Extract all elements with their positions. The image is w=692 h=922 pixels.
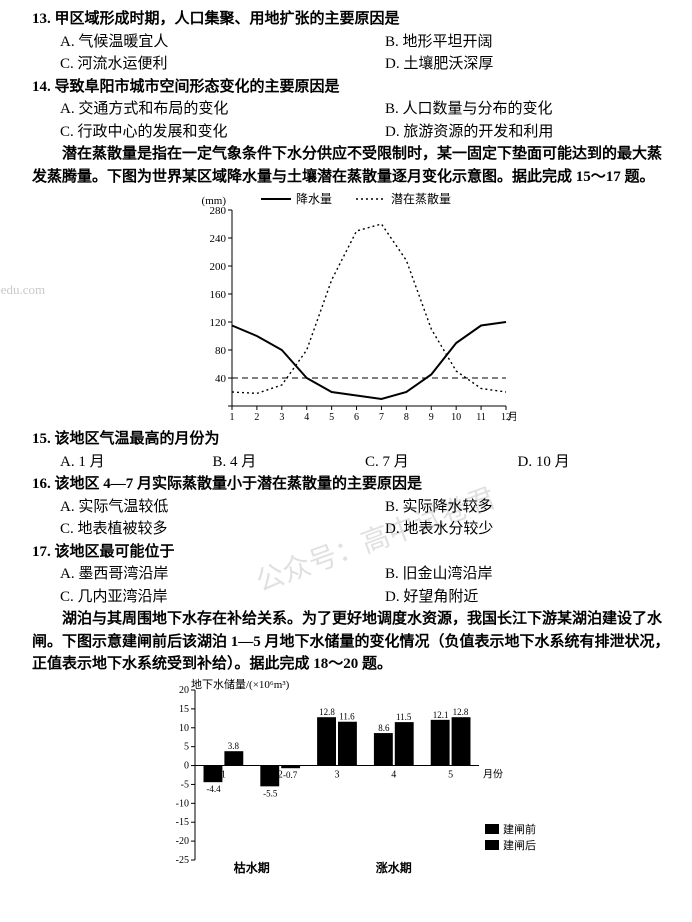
- svg-text:建闸前: 建闸前: [503, 822, 536, 836]
- svg-text:5: 5: [329, 412, 334, 423]
- q14-option-c: C. 行政中心的发展和变化: [60, 121, 345, 144]
- q14-options: A. 交通方式和布局的变化 B. 人口数量与分布的变化 C. 行政中心的发展和变…: [60, 98, 670, 143]
- q17-option-b: B. 旧金山湾沿岸: [385, 563, 670, 586]
- svg-text:4: 4: [304, 412, 309, 423]
- svg-text:枯水期: 枯水期: [234, 860, 270, 875]
- svg-text:4: 4: [391, 769, 396, 780]
- exam-page: aooedu.com 13. 甲区域形成时期，人口集聚、用地扩张的主要原因是 A…: [0, 0, 692, 922]
- svg-text:12.1: 12.1: [433, 709, 449, 719]
- q13-options: A. 气候温暖宜人 B. 地形平坦开阔 C. 河流水运便利 D. 土壤肥沃深厚: [60, 31, 670, 76]
- passage-2: 湖泊与其周围地下水存在补给关系。为了更好地调度水资源，我国长江下游某湖泊建设了水…: [32, 608, 670, 676]
- q17-stem: 17. 该地区最可能位于: [32, 541, 670, 564]
- svg-text:9: 9: [429, 412, 434, 423]
- svg-text:-5.5: -5.5: [263, 788, 278, 798]
- svg-text:潜在蒸散量: 潜在蒸散量: [391, 191, 451, 206]
- svg-text:11.5: 11.5: [396, 712, 412, 722]
- svg-text:月: 月: [508, 411, 516, 423]
- side-watermark: aooedu.com: [0, 280, 45, 300]
- svg-text:(mm): (mm): [202, 195, 227, 207]
- svg-text:6: 6: [354, 412, 359, 423]
- q14-stem: 14. 导致阜阳市城市空间形态变化的主要原因是: [32, 76, 670, 99]
- svg-text:8.6: 8.6: [378, 723, 390, 733]
- svg-text:涨水期: 涨水期: [376, 860, 412, 875]
- q15-stem: 15. 该地区气温最高的月份为: [32, 428, 670, 451]
- svg-text:-15: -15: [176, 817, 189, 828]
- q15-option-d: D. 10 月: [518, 451, 671, 474]
- chart2: 地下水储量/(×10⁶m³)-25-20-15-10-505101520-4.4…: [151, 676, 551, 876]
- svg-text:7: 7: [379, 412, 384, 423]
- q13-stem: 13. 甲区域形成时期，人口集聚、用地扩张的主要原因是: [32, 8, 670, 31]
- q13-option-b: B. 地形平坦开阔: [385, 31, 670, 54]
- svg-text:20: 20: [179, 685, 189, 696]
- q17-option-a: A. 墨西哥湾沿岸: [60, 563, 345, 586]
- svg-text:240: 240: [210, 233, 227, 245]
- svg-text:1: 1: [230, 412, 235, 423]
- svg-text:10: 10: [179, 722, 189, 733]
- svg-text:月份: 月份: [483, 768, 503, 780]
- passage-1: 潜在蒸散量是指在一定气象条件下水分供应不受限制时，某一固定下垫面可能达到的最大蒸…: [32, 143, 670, 188]
- svg-text:15: 15: [179, 703, 189, 714]
- svg-text:5: 5: [184, 741, 189, 752]
- svg-text:0: 0: [184, 760, 189, 771]
- svg-text:8: 8: [404, 412, 409, 423]
- q13-option-a: A. 气候温暖宜人: [60, 31, 345, 54]
- q16-option-d: D. 地表水分较少: [385, 518, 670, 541]
- svg-text:120: 120: [210, 317, 227, 329]
- svg-text:200: 200: [210, 261, 227, 273]
- svg-text:10: 10: [451, 412, 461, 423]
- svg-text:2: 2: [254, 412, 259, 423]
- q17-options: A. 墨西哥湾沿岸 B. 旧金山湾沿岸 C. 几内亚湾沿岸 D. 好望角附近: [60, 563, 670, 608]
- svg-text:2: 2: [278, 769, 283, 780]
- svg-text:12.8: 12.8: [319, 707, 335, 717]
- svg-text:11.6: 11.6: [339, 711, 355, 721]
- chart1: 4080120160200240280(mm)123456789101112月降…: [186, 188, 516, 428]
- svg-text:-4.4: -4.4: [206, 784, 221, 794]
- svg-text:3.8: 3.8: [228, 741, 240, 751]
- svg-text:1: 1: [221, 769, 226, 780]
- q14-option-d: D. 旅游资源的开发和利用: [385, 121, 670, 144]
- svg-text:11: 11: [476, 412, 486, 423]
- svg-text:-5: -5: [181, 779, 189, 790]
- q15-option-c: C. 7 月: [365, 451, 518, 474]
- chart1-wrap: 4080120160200240280(mm)123456789101112月降…: [32, 188, 670, 428]
- svg-text:-25: -25: [176, 855, 189, 866]
- svg-text:建闸后: 建闸后: [503, 838, 536, 852]
- q17-option-d: D. 好望角附近: [385, 586, 670, 609]
- svg-text:5: 5: [448, 769, 453, 780]
- svg-text:-20: -20: [176, 836, 189, 847]
- svg-text:-0.7: -0.7: [283, 770, 298, 780]
- q15-option-a: A. 1 月: [60, 451, 213, 474]
- q16-option-a: A. 实际气温较低: [60, 496, 345, 519]
- svg-text:降水量: 降水量: [296, 192, 332, 206]
- svg-text:12.8: 12.8: [453, 707, 469, 717]
- svg-text:80: 80: [215, 345, 227, 357]
- q16-stem: 16. 该地区 4—7 月实际蒸散量小于潜在蒸散量的主要原因是: [32, 473, 670, 496]
- svg-text:地下水储量/(×10⁶m³): 地下水储量/(×10⁶m³): [191, 677, 290, 691]
- q17-option-c: C. 几内亚湾沿岸: [60, 586, 345, 609]
- svg-text:40: 40: [215, 373, 227, 385]
- svg-text:-10: -10: [176, 798, 189, 809]
- q16-options: A. 实际气温较低 B. 实际降水较多 C. 地表植被较多 D. 地表水分较少: [60, 496, 670, 541]
- q14-option-a: A. 交通方式和布局的变化: [60, 98, 345, 121]
- svg-text:3: 3: [335, 769, 340, 780]
- q15-options: A. 1 月 B. 4 月 C. 7 月 D. 10 月: [60, 451, 670, 474]
- svg-text:3: 3: [279, 412, 284, 423]
- q15-option-b: B. 4 月: [213, 451, 366, 474]
- q13-option-d: D. 土壤肥沃深厚: [385, 53, 670, 76]
- svg-text:160: 160: [210, 289, 227, 301]
- q14-option-b: B. 人口数量与分布的变化: [385, 98, 670, 121]
- chart2-wrap: 地下水储量/(×10⁶m³)-25-20-15-10-505101520-4.4…: [32, 676, 670, 876]
- q16-option-c: C. 地表植被较多: [60, 518, 345, 541]
- q13-option-c: C. 河流水运便利: [60, 53, 345, 76]
- q16-option-b: B. 实际降水较多: [385, 496, 670, 519]
